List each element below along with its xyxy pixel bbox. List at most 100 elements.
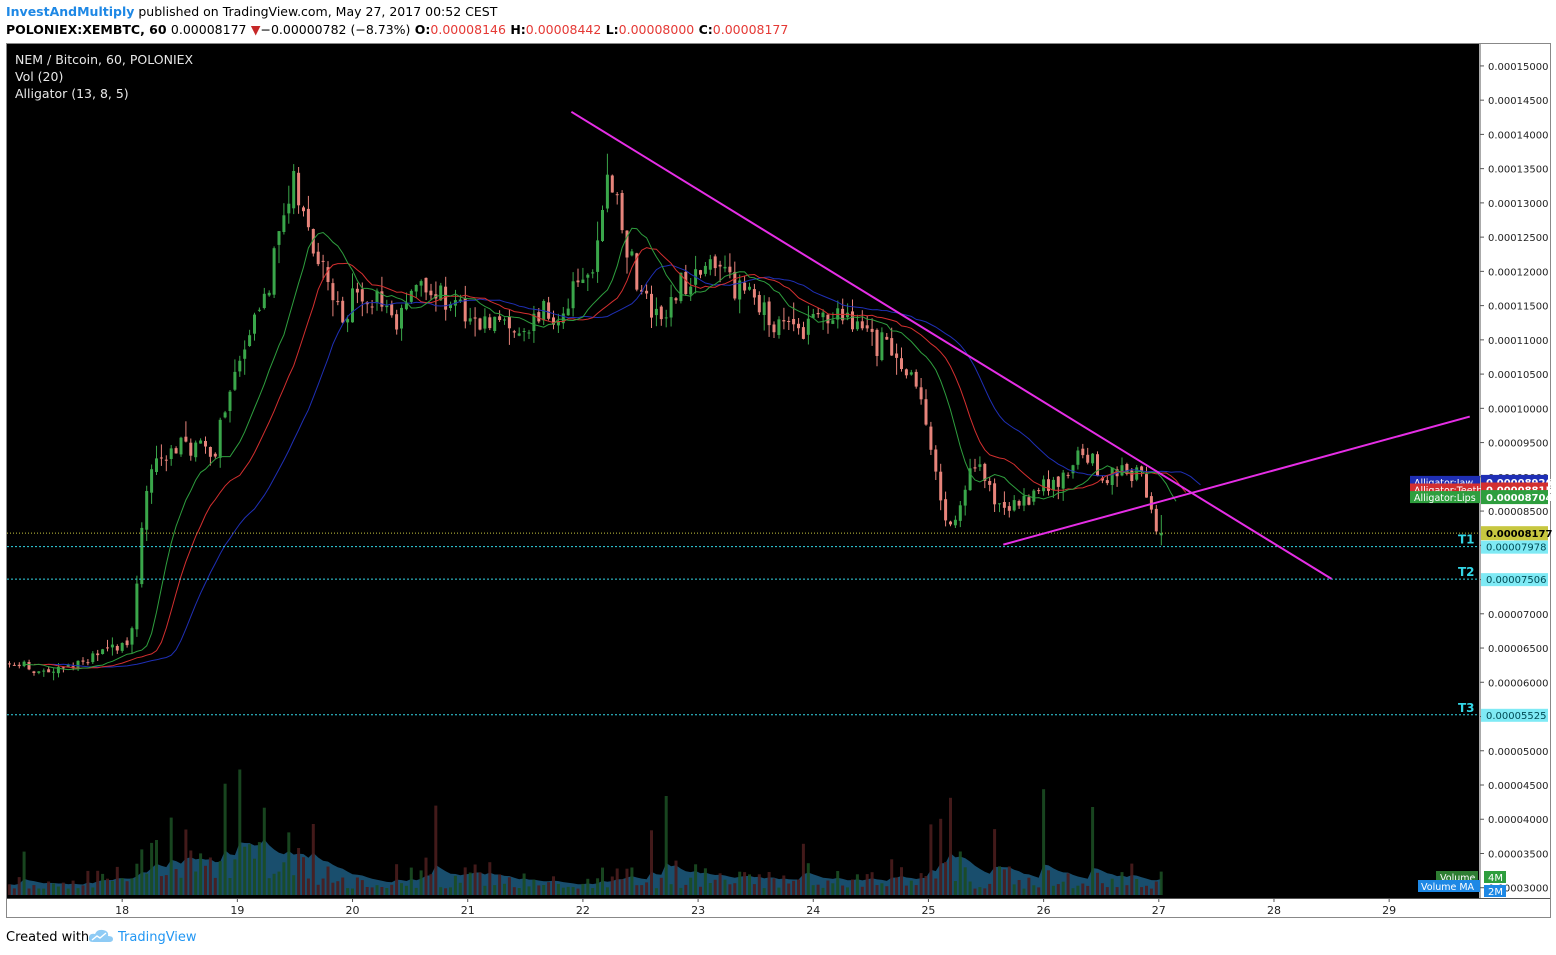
- volume-bar: [1061, 881, 1065, 895]
- candle-body: [792, 319, 796, 325]
- volume-bar: [429, 874, 433, 895]
- author-link[interactable]: InvestAndMultiply: [6, 4, 135, 19]
- volume-bar: [380, 887, 384, 895]
- candle-body: [473, 317, 477, 319]
- candle-body: [56, 666, 60, 674]
- candle-body: [414, 285, 418, 292]
- volume-bar: [1140, 887, 1144, 895]
- volume-bar: [576, 888, 580, 895]
- legend-alligator: Alligator (13, 8, 5): [15, 86, 129, 101]
- y-tick-label: 0.00004500: [1488, 781, 1548, 792]
- candle-body: [978, 464, 982, 467]
- volume-bar: [483, 885, 487, 895]
- volume-bar: [1027, 877, 1031, 895]
- candle-body: [650, 293, 653, 318]
- volume-bar: [512, 887, 516, 895]
- price-chart[interactable]: T1 T2 T3 0.00015000 0.00014500 0.00014000 0.0…: [0, 43, 1556, 918]
- candle-body: [311, 229, 315, 254]
- volume-bar: [552, 876, 555, 895]
- candle-body: [1110, 467, 1114, 485]
- volume-bar: [718, 873, 722, 895]
- candle-body: [37, 671, 41, 673]
- candle-body: [615, 194, 619, 196]
- price-axis[interactable]: [1480, 44, 1550, 898]
- volume-bar: [596, 878, 600, 895]
- candle-body: [262, 293, 266, 308]
- candle-body: [512, 331, 516, 333]
- candle-body: [429, 290, 433, 296]
- tradingview-cloud-icon[interactable]: [88, 929, 114, 943]
- candle-body: [306, 208, 310, 228]
- y-tick-label: 0.00009500: [1488, 439, 1548, 450]
- volume-bar: [1007, 866, 1011, 895]
- candle-body: [86, 662, 90, 664]
- candle-body: [7, 663, 11, 665]
- candle-body: [145, 491, 149, 530]
- candle-body: [1105, 480, 1109, 484]
- alligator-tag-label: Alligator:Lips: [1414, 493, 1476, 504]
- volume-bar: [699, 886, 702, 895]
- candle-body: [395, 314, 399, 330]
- candle-body: [297, 172, 301, 206]
- volume-bar: [145, 873, 149, 895]
- x-tick-label: 27: [1152, 904, 1166, 917]
- volume-bar: [949, 797, 952, 895]
- volume-bar: [194, 871, 198, 895]
- volume-bar: [1130, 863, 1134, 895]
- volume-bar: [816, 884, 820, 895]
- legend-volume: Vol (20): [15, 69, 63, 84]
- volume-bar: [978, 887, 982, 895]
- candle-body: [380, 291, 384, 307]
- volume-bar: [1096, 872, 1099, 895]
- candle-body: [875, 329, 879, 356]
- alligator-lines: [24, 227, 1201, 671]
- candle-body: [101, 649, 105, 654]
- volume-bar: [1037, 887, 1041, 895]
- candle-body: [370, 306, 374, 308]
- time-axis[interactable]: [7, 899, 1550, 918]
- volume-ma-badge: 2M: [1488, 887, 1503, 898]
- tradingview-link[interactable]: TradingView: [118, 930, 197, 945]
- volume-bar: [71, 880, 75, 895]
- volume-bar: [1042, 789, 1046, 895]
- volume-bar: [650, 830, 653, 895]
- volume-bar: [953, 881, 957, 895]
- volume-ma-badge-bg: [1484, 885, 1506, 897]
- volume-bar: [208, 857, 212, 895]
- volume-bar: [1154, 881, 1158, 895]
- volume-bar: [929, 824, 933, 895]
- volume-bar: [248, 844, 252, 895]
- volume-bar: [213, 877, 217, 895]
- volume-bar: [674, 860, 678, 895]
- volume-bar: [1012, 884, 1016, 895]
- candle-body: [1071, 465, 1075, 474]
- volume-bar: [164, 875, 168, 895]
- target-badge-bg: [1481, 540, 1548, 554]
- volume-bar: [302, 857, 305, 895]
- volume-bar: [885, 886, 889, 895]
- volume-bar: [282, 862, 286, 895]
- volume-bar: [542, 885, 546, 895]
- volume-bar: [640, 885, 644, 895]
- candle-body: [458, 299, 462, 302]
- volume-bar: [1066, 873, 1070, 895]
- candle-body: [904, 369, 908, 376]
- volume-bar: [1071, 888, 1075, 895]
- volume-bar: [728, 884, 732, 895]
- candle-body: [96, 653, 100, 656]
- volume-bar: [860, 886, 864, 895]
- volume-bar: [993, 829, 997, 895]
- candle-body: [208, 447, 212, 457]
- target-badge: 0.00007978: [1486, 543, 1546, 554]
- volume-bar: [360, 880, 364, 895]
- candle-body: [503, 319, 506, 321]
- volume-bar: [468, 872, 472, 895]
- plot-area[interactable]: [7, 44, 1479, 898]
- x-tick-label: 23: [691, 904, 705, 917]
- x-tick-label: 22: [576, 904, 590, 917]
- candle-body: [924, 399, 928, 425]
- volume-bar: [42, 888, 46, 895]
- candle-body: [1027, 497, 1031, 505]
- candle-body: [953, 519, 957, 526]
- candle-body: [257, 309, 261, 311]
